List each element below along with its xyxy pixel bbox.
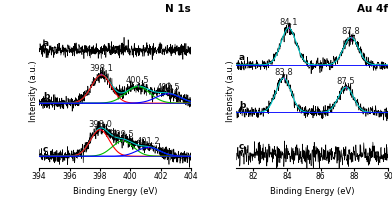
Text: 87.5: 87.5 bbox=[337, 77, 355, 86]
Text: N 1s: N 1s bbox=[165, 4, 191, 14]
Text: a: a bbox=[43, 39, 49, 48]
Text: 401.2: 401.2 bbox=[136, 137, 160, 146]
Text: 83.8: 83.8 bbox=[274, 68, 293, 77]
Text: 402.5: 402.5 bbox=[156, 83, 180, 92]
Text: 400.5: 400.5 bbox=[126, 76, 150, 85]
Text: 84.1: 84.1 bbox=[279, 18, 298, 27]
Text: 399.5: 399.5 bbox=[111, 130, 134, 139]
Text: b: b bbox=[239, 101, 245, 110]
Text: c: c bbox=[43, 145, 48, 154]
Text: a: a bbox=[239, 53, 245, 62]
Text: b: b bbox=[43, 92, 49, 101]
X-axis label: Binding Energy (eV): Binding Energy (eV) bbox=[73, 187, 157, 196]
Text: 398.1: 398.1 bbox=[89, 64, 113, 73]
Text: 398.0: 398.0 bbox=[88, 120, 112, 129]
Text: c: c bbox=[239, 142, 244, 151]
Text: 87.8: 87.8 bbox=[341, 27, 360, 36]
X-axis label: Binding Energy (eV): Binding Energy (eV) bbox=[270, 187, 354, 196]
Y-axis label: Intensity (a.u.): Intensity (a.u.) bbox=[29, 60, 38, 122]
Text: Au 4f: Au 4f bbox=[357, 4, 388, 14]
Y-axis label: Intensity (a.u.): Intensity (a.u.) bbox=[226, 60, 235, 122]
